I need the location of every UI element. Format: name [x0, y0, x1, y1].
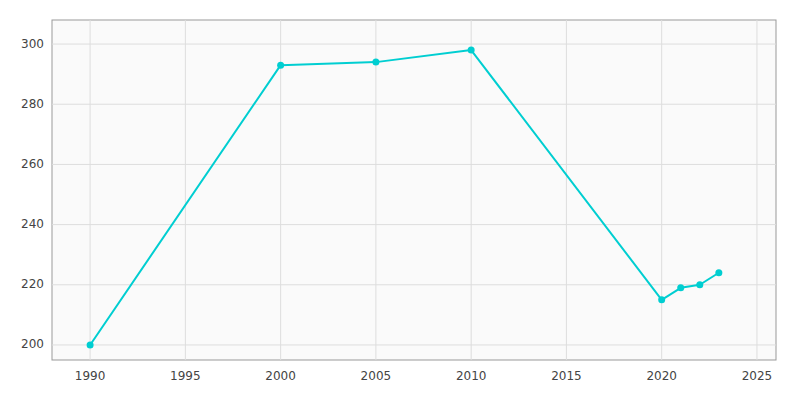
y-grid-line	[52, 104, 776, 105]
point	[658, 296, 665, 303]
x-tick-label: 2010	[456, 369, 487, 383]
y-grid-line	[52, 344, 776, 345]
x-grid-line	[471, 20, 472, 360]
point	[677, 284, 684, 291]
point	[87, 341, 94, 348]
point	[715, 269, 722, 276]
line	[90, 50, 719, 345]
axes: 200 220 240 260 280 300 1990 1995 2000 2005 2010 20…	[21, 37, 772, 383]
x-grid-line	[280, 20, 281, 360]
y-tick-label: 260	[21, 157, 44, 171]
x-tick-label: 2025	[742, 369, 773, 383]
y-tick-label: 220	[21, 277, 44, 291]
x-grid-line	[185, 20, 186, 360]
point	[372, 59, 379, 66]
y-grid-line	[52, 224, 776, 225]
x-grid-line	[661, 20, 662, 360]
x-tick-label: 2015	[551, 369, 582, 383]
point	[696, 281, 703, 288]
y-grid-line	[52, 44, 776, 45]
y-tick-label: 280	[21, 97, 44, 111]
x-grid-line	[90, 20, 91, 360]
y-grid-line	[52, 284, 776, 285]
plot-frame	[52, 20, 776, 360]
chart-container: 200 220 240 260 280 300 1990 1995 2000 2005 2010 20…	[0, 0, 800, 400]
x-grid-line	[375, 20, 376, 360]
y-grid-line	[52, 164, 776, 165]
data-group	[87, 47, 723, 349]
x-tick-label: 1995	[170, 369, 201, 383]
y-tick-label: 240	[21, 217, 44, 231]
grid	[52, 20, 776, 360]
x-tick-label: 2000	[265, 369, 296, 383]
y-tick-label: 300	[21, 37, 44, 51]
chart-svg: 200 220 240 260 280 300 1990 1995 2000 2005 2010 20…	[0, 0, 800, 400]
x-tick-label: 2005	[361, 369, 392, 383]
x-grid-line	[566, 20, 567, 360]
point	[468, 47, 475, 54]
y-tick-label: 200	[21, 337, 44, 351]
point	[277, 62, 284, 69]
x-grid-line	[756, 20, 757, 360]
x-tick-label: 2020	[646, 369, 677, 383]
x-tick-label: 1990	[75, 369, 106, 383]
